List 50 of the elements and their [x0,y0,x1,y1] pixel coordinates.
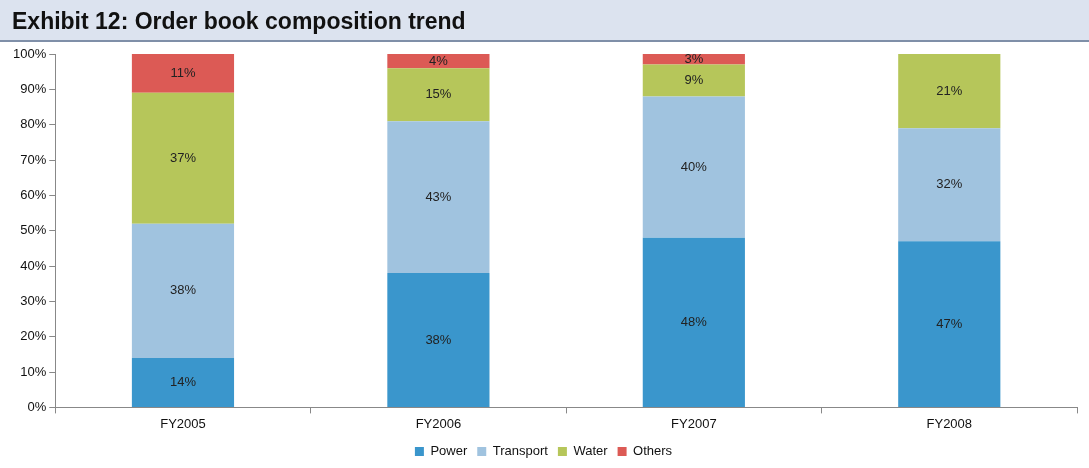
bar [898,241,1001,407]
y-tick-label: 80% [20,116,47,132]
y-tick-label: 60% [20,186,47,202]
data-label: 37% [169,149,197,165]
data-label: 21% [936,82,963,98]
data-label: 40% [680,158,708,174]
x-tick-label: FY2007 [671,415,717,431]
y-tick-label: 0% [27,398,47,414]
y-tick-label: 40% [20,257,47,273]
bar [131,92,235,224]
bar [387,121,490,274]
legend-label: Power [430,443,468,459]
x-tick-label: FY2008 [926,415,973,431]
legend-label: Transport [492,443,549,459]
data-label: 9% [684,72,704,88]
data-label: 3% [684,50,704,66]
bar [898,128,1001,242]
bar [131,223,235,358]
bar [642,54,745,65]
data-label: 15% [425,86,452,102]
x-tick-label: FY2005 [160,415,206,431]
bar [898,54,1001,129]
data-label: 47% [936,315,963,331]
legend-label: Water [573,443,609,459]
data-label: 32% [936,176,963,192]
data-label: 14% [169,373,197,389]
legend-label: Others [633,443,673,459]
bar [387,68,490,122]
data-label: 48% [680,313,708,329]
y-tick-label: 90% [20,80,47,96]
y-tick-label: 50% [20,222,47,238]
bar [642,64,745,97]
data-label: 38% [169,282,197,298]
bar [387,54,490,69]
bar [642,96,745,238]
data-label: 38% [425,331,452,347]
bar [131,54,235,93]
chart-title: Exhibit 12: Order book composition trend [0,0,1089,42]
bar [131,357,235,407]
bar [387,273,490,407]
y-tick-label: 20% [20,328,47,344]
y-tick-label: 100% [13,45,47,61]
bar [642,237,745,407]
y-tick-label: 10% [20,363,47,379]
data-label: 11% [170,65,196,81]
x-tick-label: FY2006 [415,415,462,431]
data-label: 4% [429,52,449,68]
y-tick-label: 30% [20,292,47,308]
y-tick-label: 70% [20,151,47,167]
data-label: 43% [425,188,452,204]
